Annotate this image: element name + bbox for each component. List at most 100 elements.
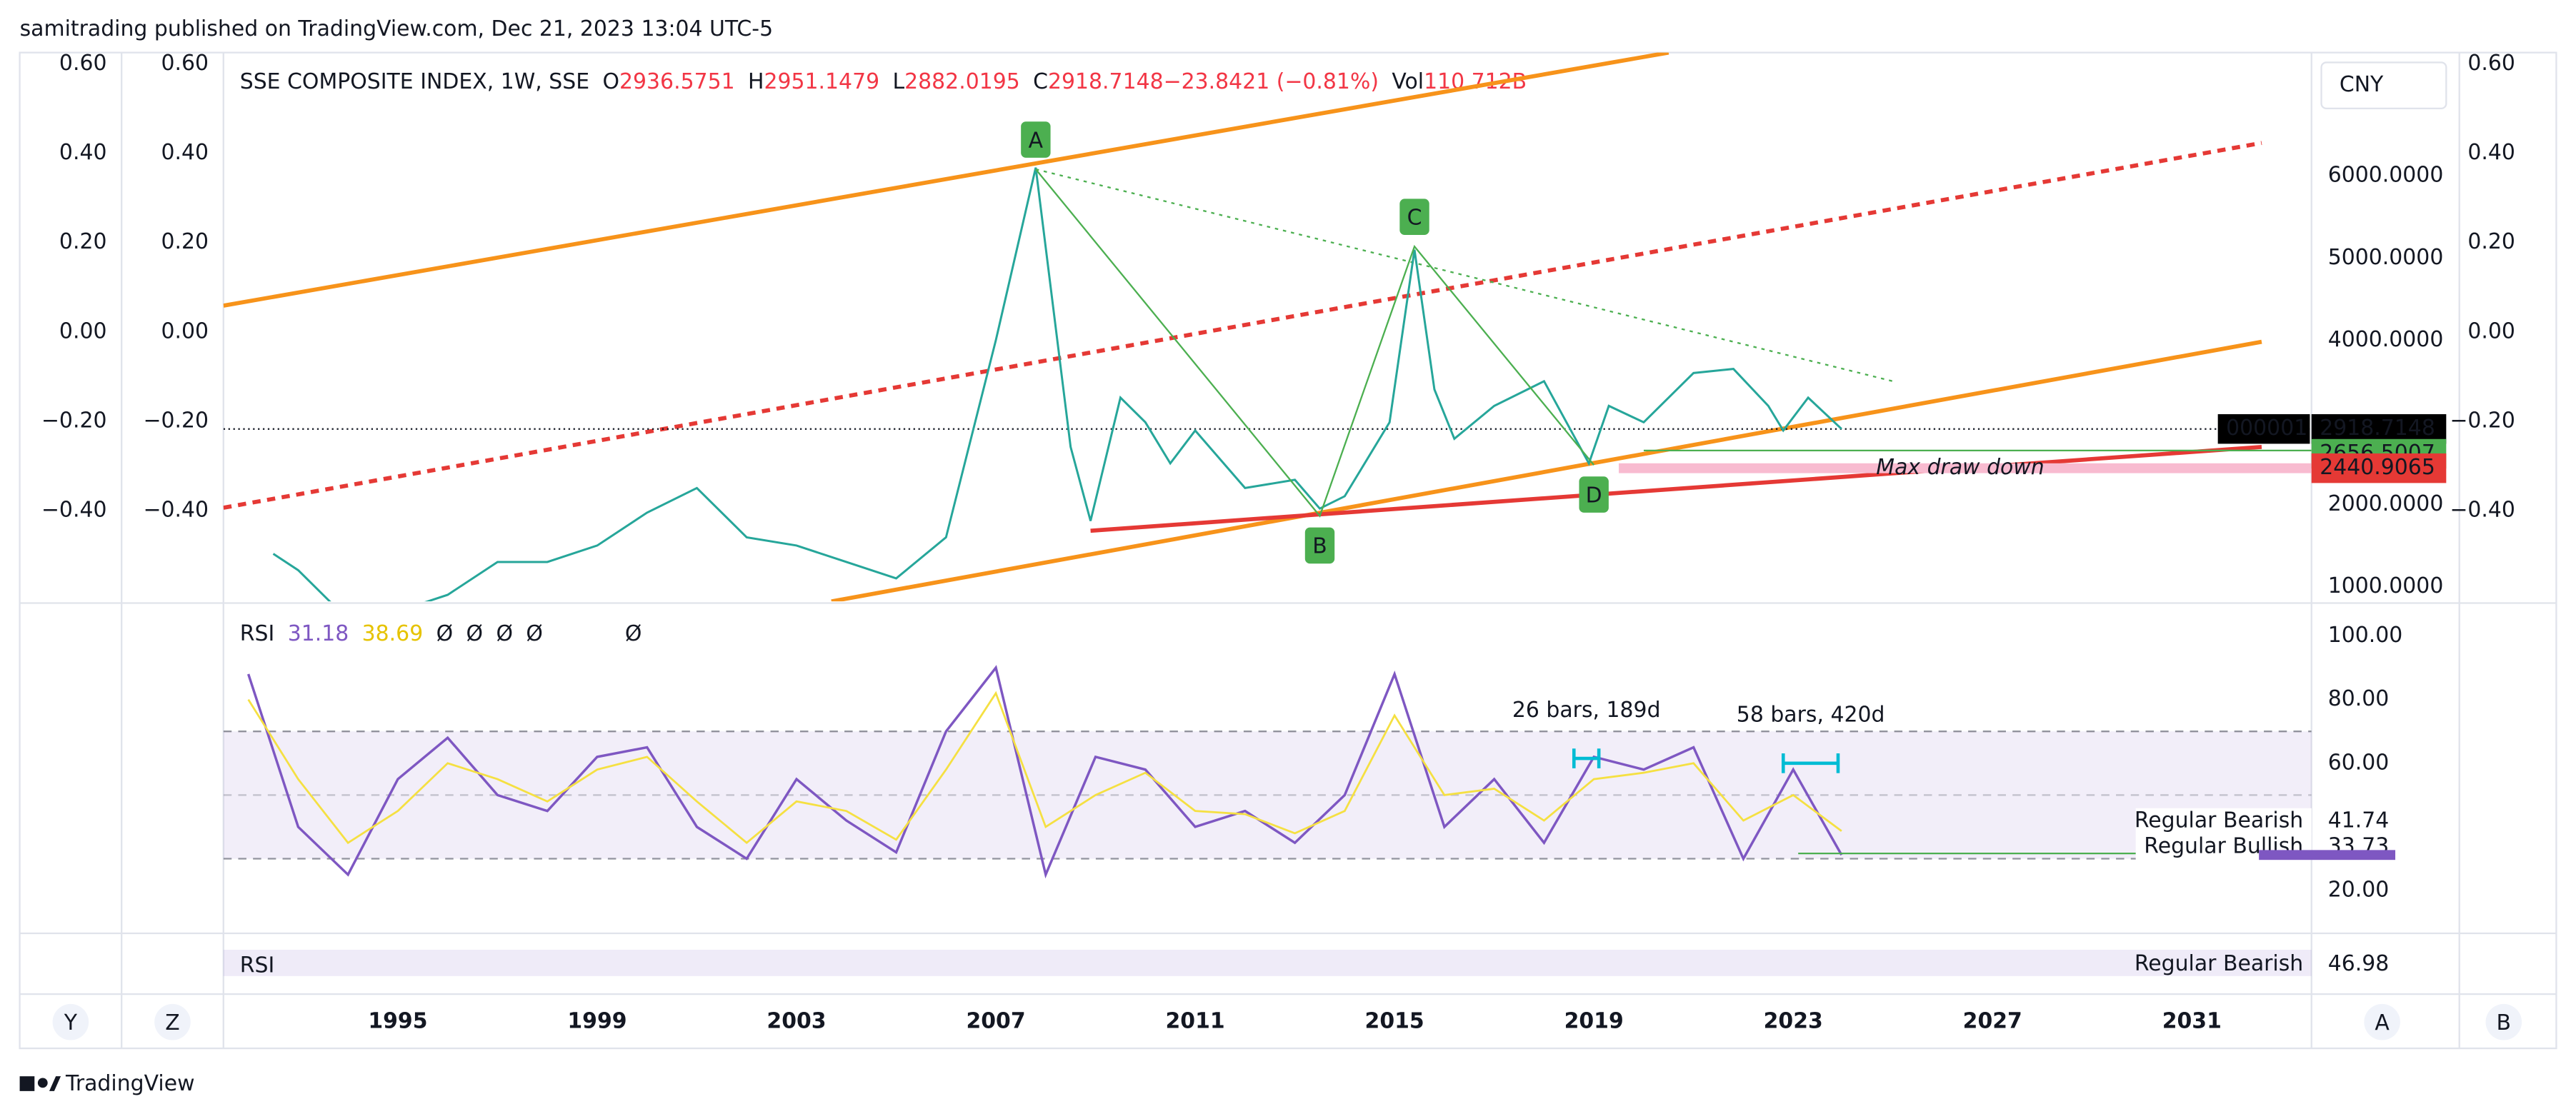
trend-line <box>1035 168 1894 382</box>
side-scale-label: −0.40 <box>41 498 107 523</box>
divergence-value: 41.74 <box>2328 808 2390 833</box>
measure <box>1572 748 1601 768</box>
side-scale-label: −0.40 <box>2450 498 2515 523</box>
side-scale-label: 0.60 <box>59 51 107 76</box>
x-tick-label: 2031 <box>2162 1009 2222 1034</box>
scale-button[interactable] <box>2364 1003 2400 1040</box>
rsi-legend-placeholder: Ø <box>526 621 543 646</box>
rsi-legend-label: RSI <box>240 621 275 646</box>
trend-line <box>1090 445 2262 533</box>
y-tick-label: 6000.0000 <box>2328 163 2444 188</box>
rsi-legend-value: 31.18 <box>288 621 349 646</box>
x-tick-label: 1999 <box>567 1009 626 1034</box>
price-label: 2440.9065 <box>2320 455 2435 480</box>
pattern-badge <box>1579 476 1609 513</box>
rsi2-value: 46.98 <box>2328 951 2390 976</box>
frame <box>19 51 2557 1050</box>
y-tick-label: 1000.0000 <box>2328 573 2444 598</box>
drawdown-label: Max draw down <box>1876 455 2044 480</box>
trend-line <box>831 339 2262 602</box>
rsi-legend-value: 38.69 <box>362 621 424 646</box>
rsi2-band <box>223 949 2312 976</box>
scale-button-label: Z <box>165 1010 179 1035</box>
scale-button[interactable] <box>52 1003 89 1040</box>
rsi-current <box>2259 850 2396 860</box>
x-tick-label: 2023 <box>1764 1009 1823 1034</box>
rsi-tick-label: 20.00 <box>2328 878 2390 903</box>
pattern-badge <box>1021 121 1051 158</box>
pattern-badge <box>1304 527 1335 564</box>
side-scale-label: 0.20 <box>2467 229 2515 254</box>
pattern-badge <box>1399 199 1429 236</box>
side-scale-label: −0.20 <box>2450 408 2515 433</box>
x-tick-label: 2015 <box>1365 1009 1424 1034</box>
rsi-legend-placeholder: Ø <box>625 621 642 646</box>
legend-value: −23.8421 (−0.81%) <box>1164 69 1379 94</box>
rsi-tick-label: 100.00 <box>2328 623 2403 648</box>
side-scale-label: 0.40 <box>59 140 107 165</box>
side-scale-label: 0.20 <box>59 229 107 254</box>
scale-button-label: B <box>2497 1010 2512 1035</box>
legend-key: H <box>748 69 764 94</box>
price-label-bg <box>2311 453 2447 483</box>
rsi-line <box>247 691 1842 845</box>
x-tick-label: 2019 <box>1564 1009 1624 1034</box>
x-tick-label: 2027 <box>1963 1009 2022 1034</box>
logo <box>19 1076 61 1091</box>
symbol-label: 000001 <box>2226 416 2307 441</box>
legend-key: Vol <box>1392 69 1424 94</box>
rsi-legend-placeholder: Ø <box>436 621 454 646</box>
side-scale-label: 0.40 <box>2467 140 2515 165</box>
divergence-label: Regular Bearish <box>2135 808 2303 833</box>
x-tick-label: 1995 <box>368 1009 427 1034</box>
y-tick-label: 5000.0000 <box>2328 245 2444 270</box>
legend-key: L <box>892 69 904 94</box>
header: samitrading published on TradingView.com… <box>20 16 774 41</box>
currency-box[interactable] <box>2320 61 2447 110</box>
rsi2-divergence: Regular Bearish <box>2135 951 2303 976</box>
pattern-label: A <box>1029 128 1044 153</box>
drawdown-band <box>1619 463 2312 473</box>
side-scale-label: −0.20 <box>143 408 209 433</box>
y-tick-label: 2000.0000 <box>2328 491 2444 516</box>
legend: SSE COMPOSITE INDEX, 1W, SSE O2936.5751 H2… <box>240 69 1527 94</box>
scale-button[interactable] <box>2485 1003 2522 1040</box>
scale-button[interactable] <box>154 1003 191 1040</box>
legend-value: 2882.0195 <box>904 69 1020 94</box>
legend-value: 2936.5751 <box>619 69 735 94</box>
price-pane: Max draw down <box>223 52 2312 602</box>
side-scale-label: 0.00 <box>2467 318 2515 343</box>
x-tick-label: 2007 <box>966 1009 1025 1034</box>
legend-value: 2951.1479 <box>764 69 880 94</box>
trend-line <box>223 141 2262 510</box>
side-scale-label: −0.40 <box>143 498 209 523</box>
pattern-label: B <box>1312 534 1327 559</box>
pattern-label: D <box>1586 483 1602 508</box>
measure-label: 58 bars, 420d <box>1737 703 1885 728</box>
price-label-bg <box>2311 414 2447 444</box>
rsi-tick-label: 60.00 <box>2328 750 2390 775</box>
rsi-legend: RSI 31.18 38.69 Ø Ø Ø Ø Ø <box>240 621 642 646</box>
rsi-legend-placeholder: Ø <box>496 621 513 646</box>
rsi-tick-label: 80.00 <box>2328 686 2390 711</box>
footer: TradingView <box>65 1071 195 1096</box>
legend-value: 2918.7148 <box>1048 69 1164 94</box>
side-scale-label: 0.00 <box>161 318 209 343</box>
trend-line <box>223 52 1669 308</box>
legend-key: C <box>1033 69 1048 94</box>
side-scale-label: 0.60 <box>2467 51 2515 76</box>
currency: CNY <box>2340 72 2384 97</box>
rsi2-label: RSI <box>240 953 275 978</box>
rsi-band <box>223 731 2312 859</box>
price-label: 2918.7148 <box>2320 416 2435 441</box>
side-scale-label: 0.40 <box>161 140 209 165</box>
pattern-label: C <box>1407 206 1422 231</box>
side-scale-label: 0.00 <box>59 318 107 343</box>
rsi-line <box>247 665 1843 879</box>
symbol-label-bg <box>2217 414 2310 444</box>
pattern-line <box>1034 169 1595 518</box>
scale-button-label: Y <box>64 1010 78 1035</box>
y-tick-label: 4000.0000 <box>2328 327 2444 352</box>
